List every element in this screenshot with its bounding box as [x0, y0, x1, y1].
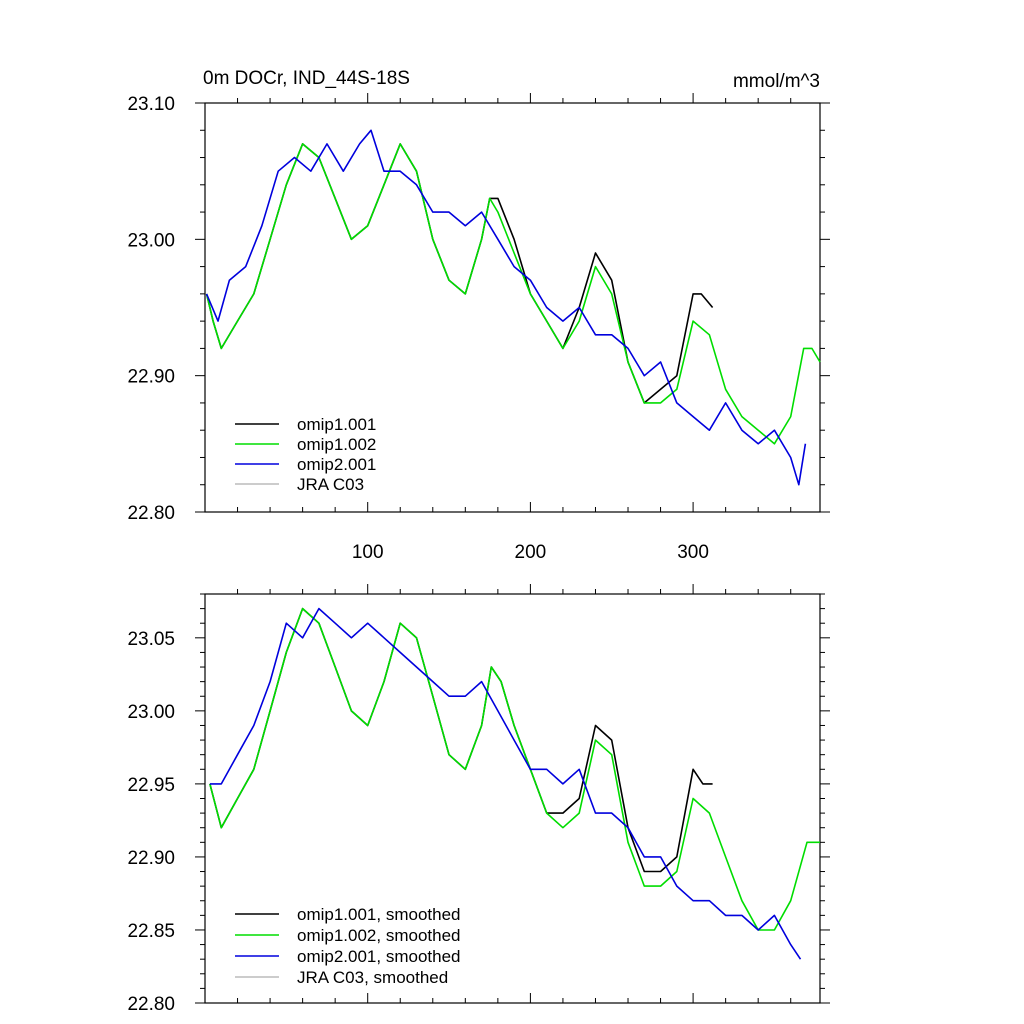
plot-frame [204, 102, 821, 513]
legend: omip1.001, smoothed omip1.002, smoothed om… [235, 905, 461, 987]
x-tick-label: 300 [677, 542, 709, 563]
y-tick-label: 22.95 [127, 775, 175, 796]
x-tick-label: 200 [515, 542, 547, 563]
y-tick-label: 22.90 [127, 848, 175, 869]
axis-ticks [195, 584, 830, 1004]
y-tick-label: 23.00 [127, 702, 175, 723]
y-tick-label: 22.80 [127, 994, 175, 1015]
legend-label: omip2.001 [297, 455, 376, 474]
legend-label: omip1.002 [297, 435, 376, 454]
legend-label: omip1.002, smoothed [297, 926, 461, 945]
units-label: mmol/m^3 [733, 71, 820, 92]
y-tick-label: 22.85 [127, 921, 175, 942]
y-tick-label: 22.80 [127, 503, 175, 524]
y-tick-label: 23.00 [127, 230, 175, 251]
series-line [209, 607, 713, 873]
x-tick-label: 100 [352, 542, 384, 563]
y-tick-label: 22.90 [127, 367, 175, 388]
series-lines [209, 607, 820, 960]
legend-label: JRA C03 [297, 475, 364, 494]
y-axis-labels: 22.80 22.90 23.00 23.10 [127, 94, 175, 524]
legend-label: JRA C03, smoothed [297, 968, 448, 987]
series-lines [205, 129, 821, 486]
y-tick-label: 23.05 [127, 629, 175, 650]
y-tick-label: 23.10 [127, 94, 175, 115]
panel-raw: 0m DOCr, IND_44S-18S mmol/m^3 22.80 22.90… [127, 68, 830, 563]
series-line [209, 607, 802, 960]
panel-title: 0m DOCr, IND_44S-18S [203, 68, 410, 89]
legend-label: omip2.001, smoothed [297, 947, 461, 966]
legend-label: omip1.001, smoothed [297, 905, 461, 924]
y-axis-labels: 22.80 22.85 22.90 22.95 23.00 23.05 [127, 629, 175, 1015]
axis-ticks [195, 93, 830, 513]
series-line [205, 143, 821, 445]
series-line [205, 129, 807, 486]
legend-label: omip1.001 [297, 415, 376, 434]
x-axis-labels: 100 200 300 [352, 542, 709, 563]
series-line [209, 607, 820, 931]
panel-smoothed: 22.80 22.85 22.90 22.95 23.00 23.05 omip1.001… [127, 584, 830, 1015]
